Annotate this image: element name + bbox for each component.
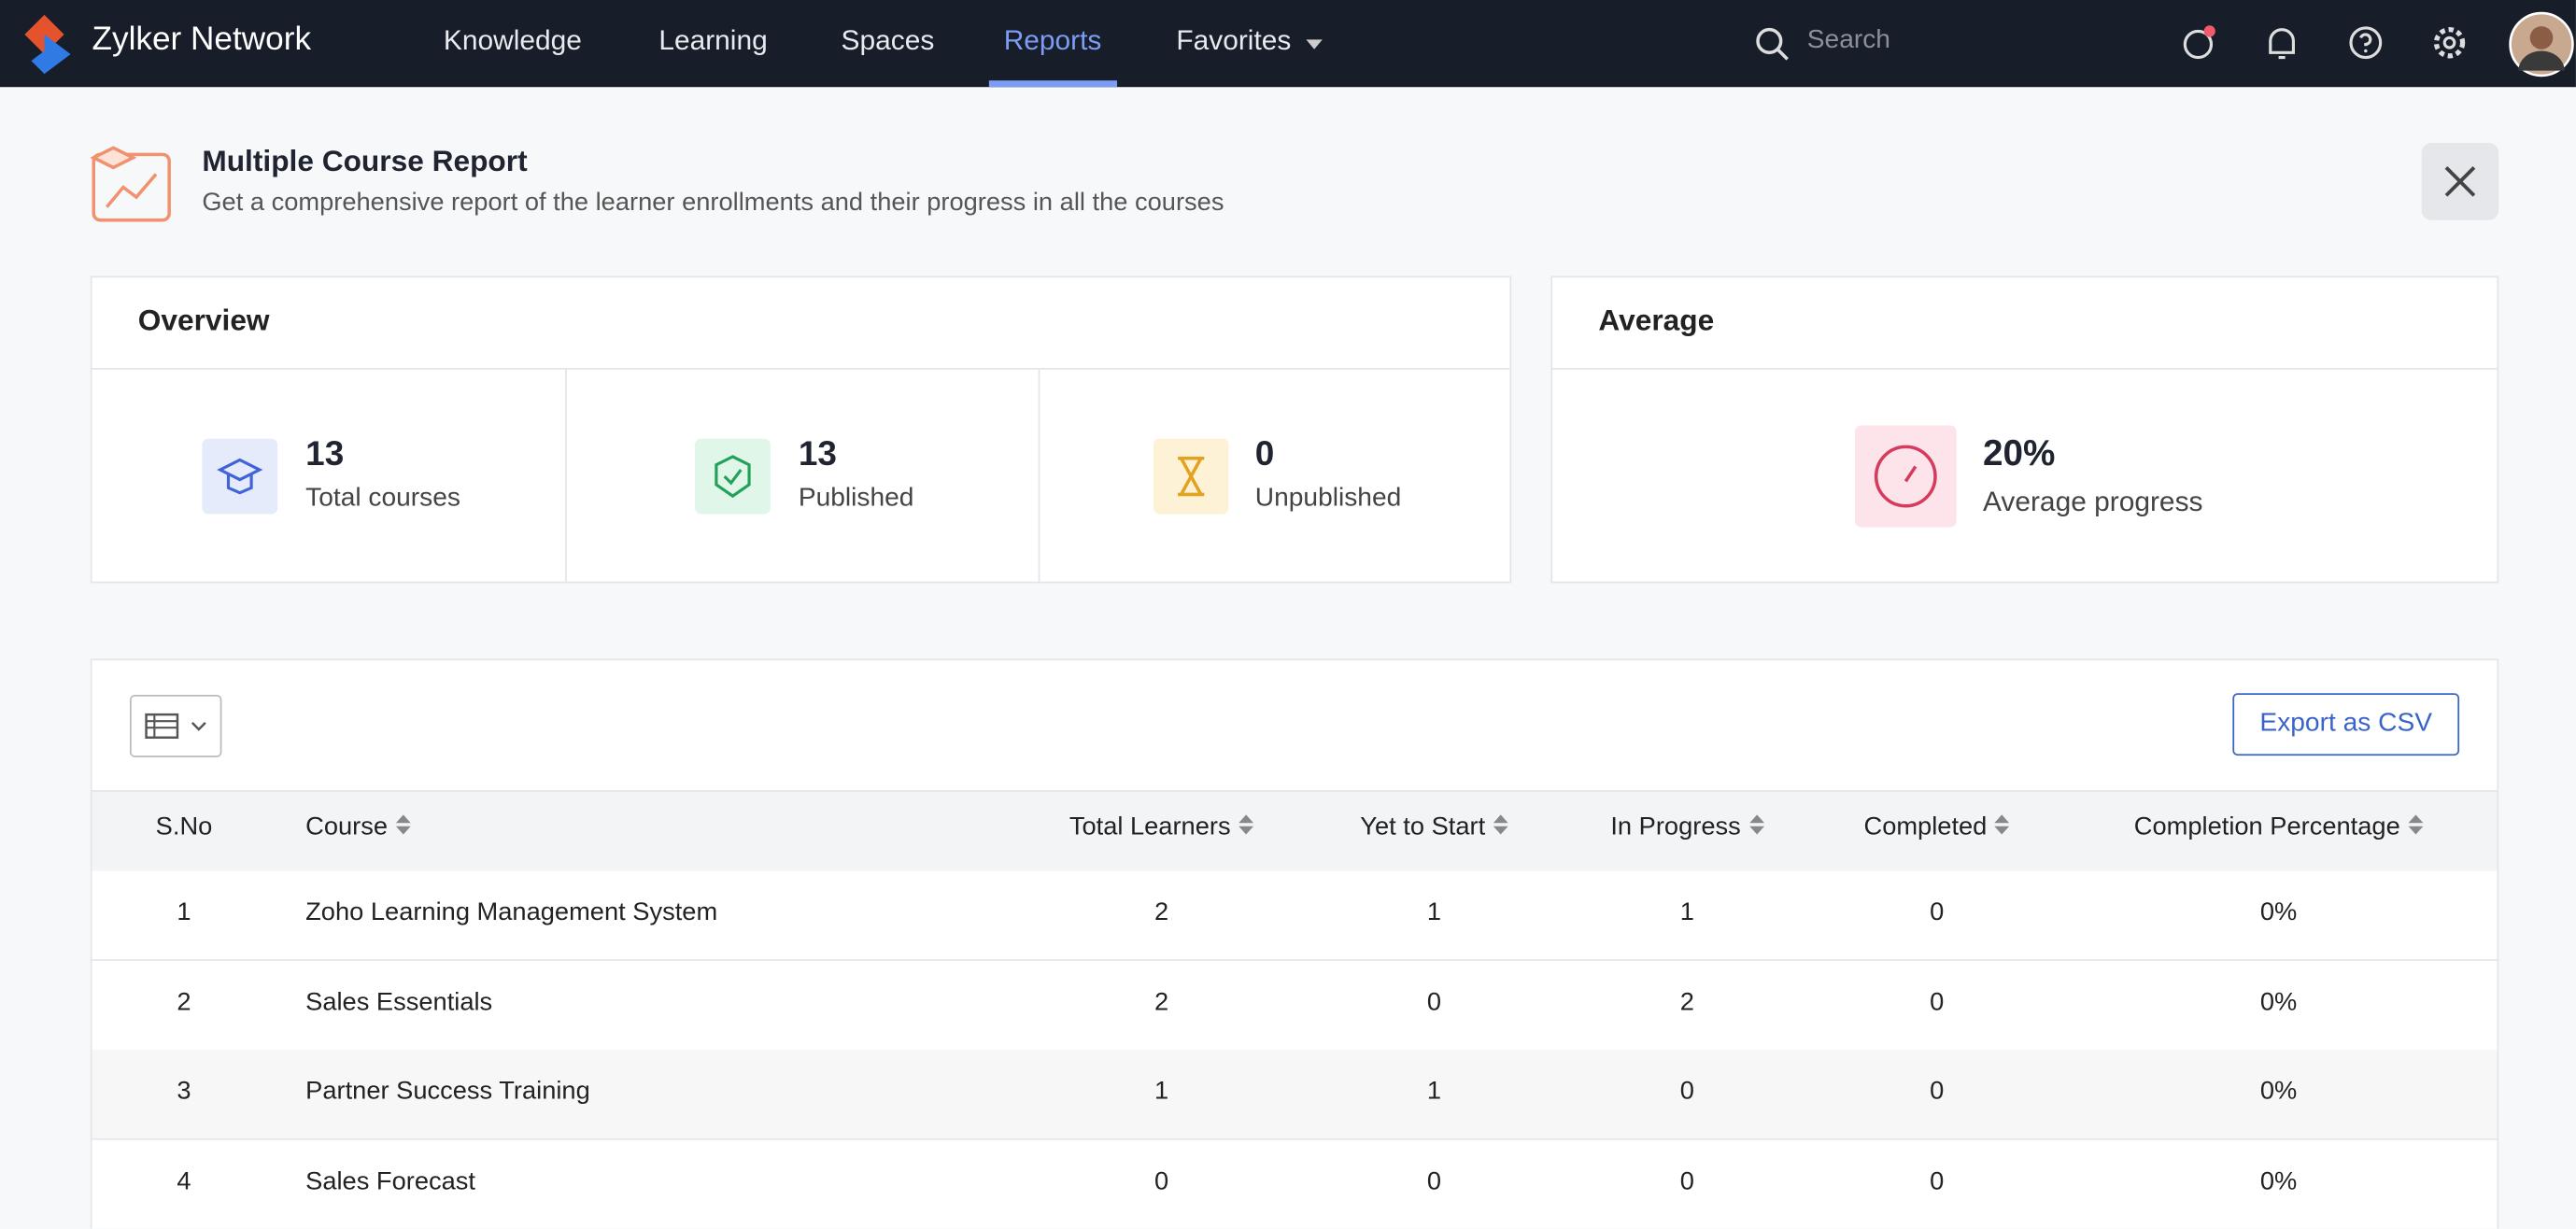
- stat-value: 13: [798, 435, 837, 473]
- notification-icon[interactable]: [2262, 23, 2301, 66]
- table-cell: Partner Success Training: [305, 1077, 590, 1106]
- stat-label: Unpublished: [1254, 484, 1402, 513]
- dropdown-caret: [1306, 39, 1323, 49]
- navbar: Zylker Network Knowledge Learning Spaces…: [0, 0, 2576, 88]
- nav-item[interactable]: Learning: [658, 24, 768, 56]
- column-header-text: S.No: [155, 812, 213, 841]
- card-title: Overview: [137, 304, 270, 337]
- table-row: [92, 1049, 2498, 1140]
- table-cell: 0: [1426, 1166, 1442, 1195]
- table-row: [92, 1138, 2498, 1229]
- table-cell: 1: [1679, 898, 1694, 927]
- table-cell: 0%: [2259, 1077, 2298, 1106]
- table-cell: 1: [1154, 1077, 1169, 1106]
- table-cell: Zoho Learning Management System: [305, 898, 718, 927]
- table-cell: 2: [1154, 898, 1169, 927]
- table-cell: Sales Forecast: [305, 1166, 476, 1195]
- stat-value: 0: [1254, 435, 1275, 473]
- average-card: Average 20% Average progress: [1550, 275, 2499, 584]
- column-header[interactable]: Completion Percentage: [1950, 813, 2576, 843]
- overview-card: Overview 13 Total courses 13 Published 0…: [90, 275, 1512, 584]
- column-header-text: Yet to Start: [1360, 812, 1486, 841]
- view-toggle[interactable]: [129, 695, 222, 757]
- table-cell: 0: [1930, 987, 1945, 1016]
- stat-label: Total courses: [305, 484, 460, 513]
- nav-item[interactable]: Knowledge: [443, 24, 582, 56]
- table-cell: 0: [1426, 987, 1442, 1016]
- table-cell: 2: [177, 987, 191, 1016]
- search-input[interactable]: Search: [1806, 26, 1890, 55]
- column-header[interactable]: Completed: [1608, 813, 2266, 843]
- table-cell: 0: [1930, 1077, 1945, 1106]
- sort-icon[interactable]: [1493, 813, 1508, 843]
- sort-icon[interactable]: [1238, 813, 1254, 843]
- sort-icon[interactable]: [395, 813, 411, 843]
- table-cell: 1: [177, 898, 191, 927]
- sort-icon[interactable]: [1748, 813, 1764, 843]
- column-header-text: Total Learners: [1069, 812, 1231, 841]
- column-header-text: Completion Percentage: [2133, 812, 2400, 841]
- settings-icon[interactable]: [2429, 23, 2469, 63]
- logo: [24, 14, 71, 75]
- table-cell: 0%: [2259, 1166, 2298, 1195]
- export-button[interactable]: Export as CSV: [2232, 693, 2460, 756]
- divider: [92, 367, 1510, 370]
- divider: [1552, 367, 2498, 370]
- table-cell: 3: [177, 1077, 191, 1106]
- courses-icon: [202, 438, 278, 515]
- stat-label: Published: [798, 484, 914, 513]
- table-cell: 1: [1426, 1077, 1442, 1106]
- table-cell: 4: [177, 1166, 191, 1195]
- stat-value: 13: [305, 435, 345, 473]
- divider: [1038, 369, 1040, 584]
- table-cell: 0: [1679, 1166, 1694, 1195]
- table-row: [92, 960, 2498, 1051]
- avatar[interactable]: [2509, 11, 2574, 78]
- table-cell: 2: [1154, 987, 1169, 1016]
- nav-item[interactable]: Spaces: [841, 24, 935, 56]
- close-button[interactable]: [2421, 143, 2499, 220]
- brand[interactable]: Zylker Network: [92, 21, 312, 58]
- table-cell: 2: [1679, 987, 1694, 1016]
- table-cell: 0: [1679, 1077, 1694, 1106]
- nav-item[interactable]: Favorites: [1176, 24, 1292, 56]
- table-cell: 0: [1154, 1166, 1169, 1195]
- sort-icon[interactable]: [1995, 813, 2010, 843]
- column-header[interactable]: Total Learners: [833, 813, 1491, 843]
- table-cell: 0%: [2259, 987, 2298, 1016]
- progress-icon: [1854, 425, 1957, 528]
- nav-item-active[interactable]: Reports: [1003, 24, 1102, 56]
- column-header[interactable]: Course: [305, 813, 411, 843]
- table-cell: 0%: [2259, 898, 2298, 927]
- help-icon[interactable]: [2346, 23, 2385, 63]
- column-header-text: Completed: [1863, 812, 1988, 841]
- table-cell: Sales Essentials: [305, 987, 493, 1016]
- report-subtitle: Get a comprehensive report of the learne…: [202, 189, 1224, 218]
- column-header: S.No: [0, 813, 513, 843]
- unpublished-icon: [1153, 438, 1229, 515]
- divider: [565, 369, 567, 584]
- card-title: Average: [1598, 304, 1715, 337]
- table-cell: 0: [1930, 898, 1945, 927]
- column-header[interactable]: In Progress: [1359, 813, 2017, 843]
- sort-icon[interactable]: [2408, 813, 2424, 843]
- activity-icon[interactable]: [2178, 23, 2221, 66]
- stat-value: 20%: [1982, 431, 2056, 473]
- table-cell: 0: [1930, 1166, 1945, 1195]
- column-header-text: In Progress: [1610, 812, 1741, 841]
- published-icon: [695, 438, 771, 515]
- search-icon[interactable]: [1755, 26, 1791, 63]
- report-title: Multiple Course Report: [202, 144, 528, 177]
- column-header-text: Course: [305, 812, 389, 841]
- table-header: [92, 790, 2498, 872]
- active-underline: [988, 80, 1118, 88]
- report-icon: [90, 146, 171, 222]
- column-header[interactable]: Yet to Start: [1106, 813, 1763, 843]
- table-row: [92, 870, 2498, 961]
- table-cell: 1: [1426, 898, 1442, 927]
- stat-label: Average progress: [1982, 486, 2203, 518]
